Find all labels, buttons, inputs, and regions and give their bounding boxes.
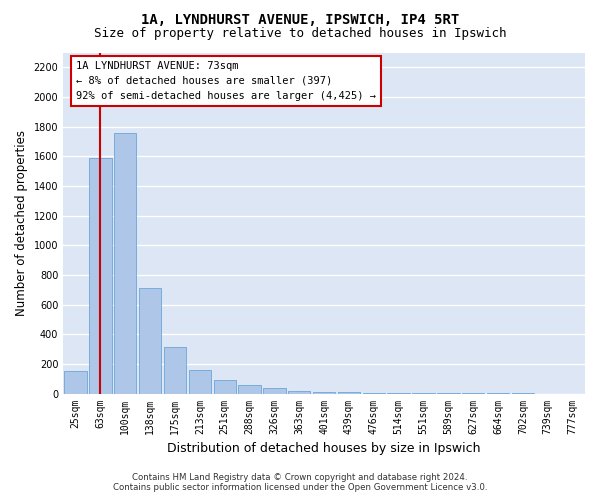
Bar [338,392,360,394]
Text: Size of property relative to detached houses in Ipswich: Size of property relative to detached ho… [94,28,506,40]
Bar [114,132,136,394]
Bar [164,347,186,394]
Bar [313,392,335,394]
Y-axis label: Number of detached properties: Number of detached properties [15,130,28,316]
Bar [263,388,286,394]
Bar [188,370,211,394]
Bar [214,380,236,394]
Text: 1A, LYNDHURST AVENUE, IPSWICH, IP4 5RT: 1A, LYNDHURST AVENUE, IPSWICH, IP4 5RT [141,12,459,26]
Bar [362,393,385,394]
Bar [64,370,87,394]
X-axis label: Distribution of detached houses by size in Ipswich: Distribution of detached houses by size … [167,442,481,455]
Bar [139,288,161,394]
Bar [89,158,112,394]
Bar [288,390,310,394]
Bar [238,386,261,394]
Text: 1A LYNDHURST AVENUE: 73sqm
← 8% of detached houses are smaller (397)
92% of semi: 1A LYNDHURST AVENUE: 73sqm ← 8% of detac… [76,61,376,100]
Text: Contains HM Land Registry data © Crown copyright and database right 2024.
Contai: Contains HM Land Registry data © Crown c… [113,473,487,492]
